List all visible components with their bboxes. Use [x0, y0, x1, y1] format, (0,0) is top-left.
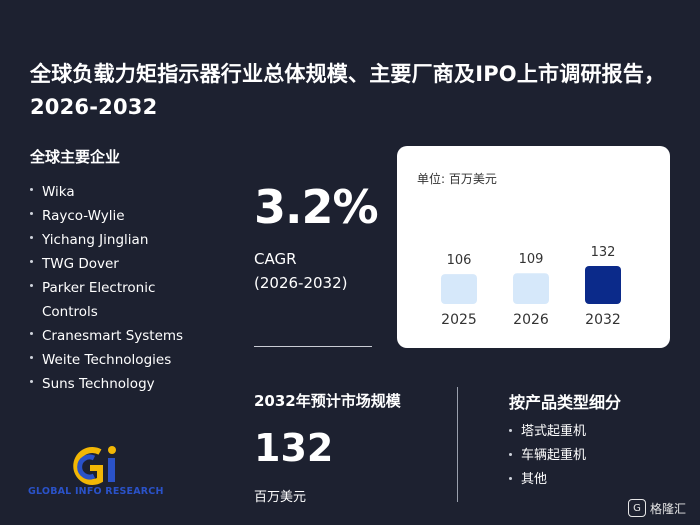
cagr-period: (2026-2032)	[254, 274, 348, 292]
vertical-divider	[457, 387, 458, 502]
bar-value-label: 109	[519, 252, 544, 267]
category-label: 2025	[441, 312, 477, 328]
company-item: Suns Technology	[30, 372, 212, 396]
market-size-unit: 百万美元	[254, 490, 307, 505]
company-item: Yichang Jinglian	[30, 228, 212, 252]
bar-value-label: 106	[447, 253, 472, 268]
bar-value-label: 132	[591, 245, 616, 260]
segment-list: 塔式起重机 车辆起重机 其他	[509, 420, 586, 492]
company-item: Wika	[30, 180, 212, 204]
bar-2026	[513, 273, 549, 304]
segment-heading: 按产品类型细分	[509, 393, 622, 412]
cagr-label: CAGR	[254, 250, 297, 268]
company-item: TWG Dover	[30, 252, 212, 276]
category-label: 2026	[513, 312, 549, 328]
cagr-value: 3.2%	[254, 180, 379, 234]
segment-item: 其他	[509, 468, 586, 492]
company-item: Cranesmart Systems	[30, 324, 212, 348]
company-list: Wika Rayco-Wylie Yichang Jinglian TWG Do…	[30, 180, 212, 396]
divider	[254, 346, 372, 347]
segment-item: 车辆起重机	[509, 444, 586, 468]
company-item: Rayco-Wylie	[30, 204, 212, 228]
market-size-heading: 2032年预计市场规模	[254, 392, 401, 410]
company-item: Parker Electronic Controls	[30, 276, 212, 324]
segment-item: 塔式起重机	[509, 420, 586, 444]
bar-2032	[585, 266, 621, 304]
gi-logo-icon	[73, 446, 116, 485]
bar-2025	[441, 274, 477, 304]
watermark-text: 格隆汇	[649, 501, 686, 516]
watermark: G 格隆汇	[627, 499, 686, 517]
bar-chart-card: 单位: 百万美元 106 2025 109 2026 132 2032	[397, 146, 670, 348]
category-label: 2032	[585, 312, 621, 328]
bar-chart: 106 2025 109 2026 132 2032	[441, 245, 621, 328]
chart-unit-label: 单位: 百万美元	[417, 172, 497, 186]
companies-heading: 全球主要企业	[30, 148, 121, 166]
report-title: 全球负载力矩指示器行业总体规模、主要厂商及IPO上市调研报告，2026-2032	[30, 62, 666, 119]
gelonghui-icon: G	[627, 499, 646, 517]
market-size-value: 132	[254, 426, 334, 470]
company-item: Weite Technologies	[30, 348, 212, 372]
logo-text: GLOBAL INFO RESEARCH	[28, 486, 164, 497]
